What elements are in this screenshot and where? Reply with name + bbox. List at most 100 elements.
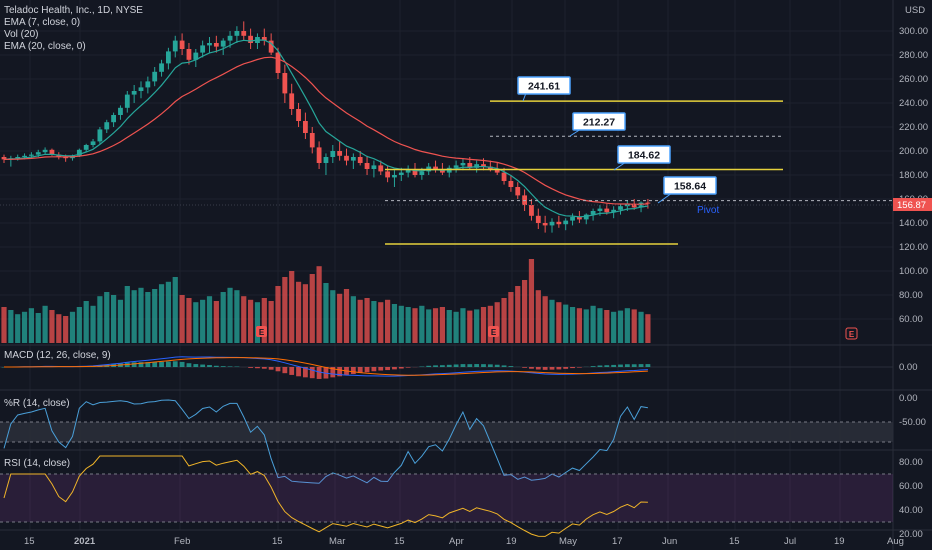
candle-body[interactable] xyxy=(611,209,617,213)
candle-body[interactable] xyxy=(15,157,21,159)
candle-body[interactable] xyxy=(481,164,486,167)
time-axis[interactable]: 15 2021 Feb 15 Mar 15 Apr 19 May 17 Jun 15 Jul 19 Aug xyxy=(24,536,904,547)
price-callout[interactable]: 212.27 xyxy=(569,112,626,137)
candle-body[interactable] xyxy=(453,165,459,168)
candle-body[interactable] xyxy=(364,163,370,169)
candle-body[interactable] xyxy=(618,206,623,210)
time-axis-label: 15 xyxy=(729,536,740,547)
candle-body[interactable] xyxy=(111,115,116,123)
candle-body[interactable] xyxy=(371,165,377,169)
candle-body[interactable] xyxy=(268,40,274,53)
candle-body[interactable] xyxy=(378,165,384,172)
candle-body[interactable] xyxy=(419,171,425,175)
earnings-marker-upcoming[interactable]: E xyxy=(845,327,858,340)
earnings-marker[interactable]: E xyxy=(488,326,499,337)
price-callout[interactable]: 241.61 xyxy=(517,76,571,102)
earnings-marker[interactable]: E xyxy=(256,326,267,337)
candle-body[interactable] xyxy=(186,49,192,60)
candle-body[interactable] xyxy=(1,157,7,160)
candle-body[interactable] xyxy=(166,51,171,64)
candle-body[interactable] xyxy=(193,52,199,60)
candle-body[interactable] xyxy=(645,202,651,204)
candlestick-series[interactable] xyxy=(1,21,651,233)
candle-body[interactable] xyxy=(344,155,349,161)
candle-body[interactable] xyxy=(29,154,34,156)
candle-body[interactable] xyxy=(357,157,363,163)
candle-body[interactable] xyxy=(309,133,315,148)
candle-body[interactable] xyxy=(234,31,240,36)
candle-body[interactable] xyxy=(76,149,82,156)
candle-body[interactable] xyxy=(494,169,500,173)
candle-body[interactable] xyxy=(501,172,507,181)
candle-body[interactable] xyxy=(296,109,301,121)
candle-body[interactable] xyxy=(90,141,96,145)
candle-body[interactable] xyxy=(179,40,185,49)
candle-body[interactable] xyxy=(172,40,178,52)
candle-body[interactable] xyxy=(49,149,55,155)
candle-body[interactable] xyxy=(604,208,610,213)
candle-body[interactable] xyxy=(248,35,253,43)
candle-body[interactable] xyxy=(638,202,644,208)
candle-body[interactable] xyxy=(392,175,397,178)
candle-body[interactable] xyxy=(145,81,151,88)
candle-body[interactable] xyxy=(597,208,603,211)
candle-body[interactable] xyxy=(35,152,41,155)
candle-body[interactable] xyxy=(289,93,295,109)
candle-body[interactable] xyxy=(83,145,89,150)
price-callouts[interactable]: 241.61 212.27 184.62 158.64 xyxy=(517,76,717,204)
volume-bar xyxy=(35,313,41,343)
candle-body[interactable] xyxy=(460,163,466,166)
candle-body[interactable] xyxy=(385,171,390,178)
candle-body[interactable] xyxy=(556,221,562,225)
candle-body[interactable] xyxy=(515,187,521,196)
candle-body[interactable] xyxy=(337,151,343,156)
candle-body[interactable] xyxy=(22,155,27,157)
candle-body[interactable] xyxy=(207,43,212,46)
candle-body[interactable] xyxy=(398,172,404,175)
candle-body[interactable] xyxy=(405,169,411,173)
price-axis[interactable]: 300.00 280.00 260.00 240.00 220.00 200.00 180.… xyxy=(899,26,928,540)
candle-body[interactable] xyxy=(577,217,582,220)
candle-body[interactable] xyxy=(467,163,473,168)
candle-body[interactable] xyxy=(508,181,514,187)
candle-body[interactable] xyxy=(152,71,158,82)
candle-body[interactable] xyxy=(590,211,596,215)
candle-body[interactable] xyxy=(104,122,110,130)
candle-body[interactable] xyxy=(323,157,329,163)
candle-body[interactable] xyxy=(118,107,123,115)
candle-body[interactable] xyxy=(124,94,130,108)
candle-body[interactable] xyxy=(220,40,226,47)
candle-body[interactable] xyxy=(159,63,164,72)
candle-body[interactable] xyxy=(213,43,219,47)
candle-body[interactable] xyxy=(549,221,555,226)
candle-body[interactable] xyxy=(563,220,569,225)
candle-body[interactable] xyxy=(350,157,356,161)
candle-body[interactable] xyxy=(570,217,575,221)
candle-body[interactable] xyxy=(316,147,322,163)
candle-body[interactable] xyxy=(631,203,637,208)
candle-body[interactable] xyxy=(97,129,103,142)
price-callout[interactable]: 158.64 xyxy=(657,176,717,204)
candle-body[interactable] xyxy=(200,45,206,53)
support-resistance-levels[interactable] xyxy=(0,100,893,245)
candle-body[interactable] xyxy=(542,223,548,226)
candle-body[interactable] xyxy=(227,35,233,41)
candle-body[interactable] xyxy=(131,91,137,95)
candle-body[interactable] xyxy=(42,149,48,153)
candle-body[interactable] xyxy=(303,121,308,133)
candle-body[interactable] xyxy=(433,166,438,169)
candle-body[interactable] xyxy=(282,73,288,94)
candle-body[interactable] xyxy=(583,214,589,220)
candle-body[interactable] xyxy=(261,37,267,41)
candle-body[interactable] xyxy=(56,154,62,157)
candle-body[interactable] xyxy=(63,157,69,159)
candle-body[interactable] xyxy=(535,215,541,223)
candle-body[interactable] xyxy=(275,52,281,73)
candle-body[interactable] xyxy=(529,205,534,216)
candle-body[interactable] xyxy=(330,151,336,157)
candle-body[interactable] xyxy=(412,169,418,175)
price-callout[interactable]: 184.62 xyxy=(613,145,671,171)
candle-body[interactable] xyxy=(241,31,247,36)
candle-body[interactable] xyxy=(138,87,144,91)
